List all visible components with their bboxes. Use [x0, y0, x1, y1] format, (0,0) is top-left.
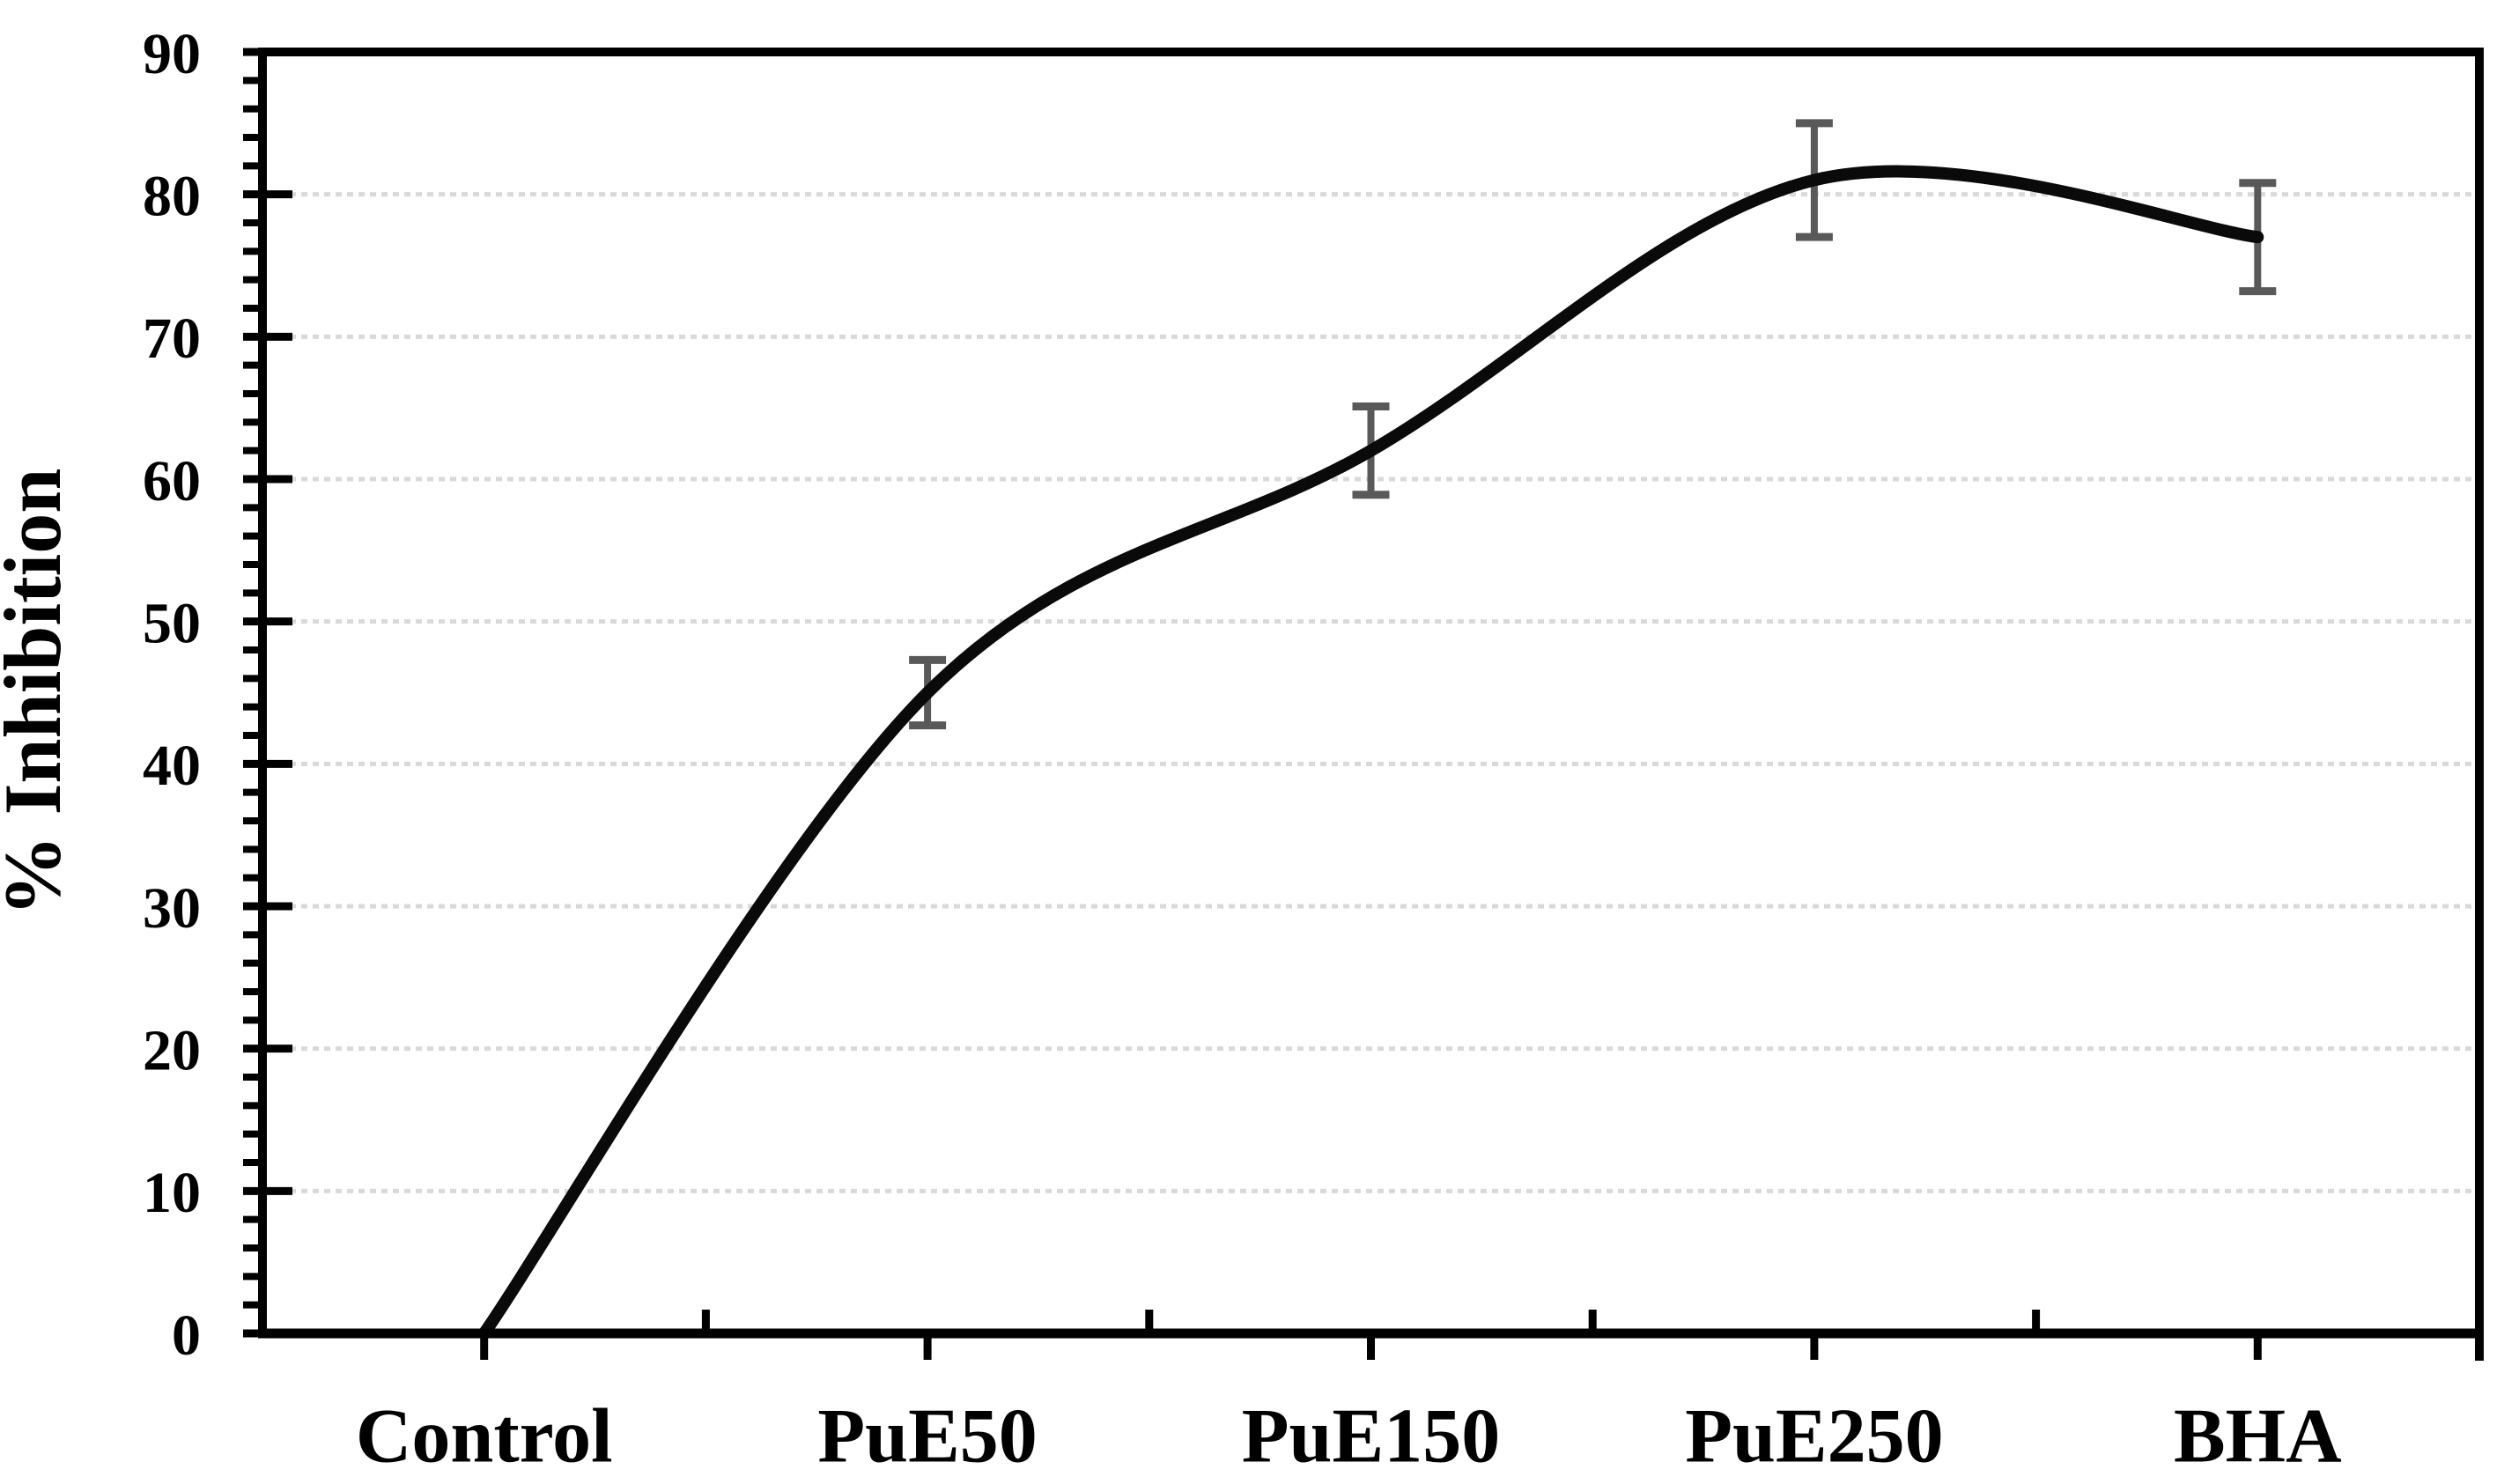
y-tick-label: 30 [143, 876, 201, 941]
y-tick-label: 70 [143, 306, 201, 371]
y-axis-title: % Inhibition [0, 469, 78, 917]
data-curve [477, 165, 2264, 1340]
y-tick-label: 80 [143, 164, 201, 228]
y-tick-label: 60 [143, 449, 201, 513]
y-tick-label: 20 [143, 1018, 201, 1082]
y-tick-label: 50 [143, 591, 201, 655]
x-tick-label-PuE50: PuE50 [817, 1394, 1037, 1480]
tick-labels-group: 0 10 20 30 40 50 60 70 80 90 Control PuE50 PuE150 PuE… [143, 22, 2342, 1480]
x-tick-label-PuE250: PuE250 [1685, 1394, 1943, 1480]
x-tick-label-BHA: BHA [2174, 1394, 2342, 1480]
y-tick-label: 90 [143, 22, 201, 86]
x-tick-label-Control: Control [356, 1394, 613, 1480]
x-tick-label-PuE150: PuE150 [1242, 1394, 1500, 1480]
series-group [477, 165, 2264, 1340]
y-tick-label: 40 [143, 734, 201, 798]
axes-group [243, 48, 2484, 1361]
y-tick-label: 0 [172, 1303, 201, 1368]
y-tick-label: 10 [143, 1161, 201, 1225]
